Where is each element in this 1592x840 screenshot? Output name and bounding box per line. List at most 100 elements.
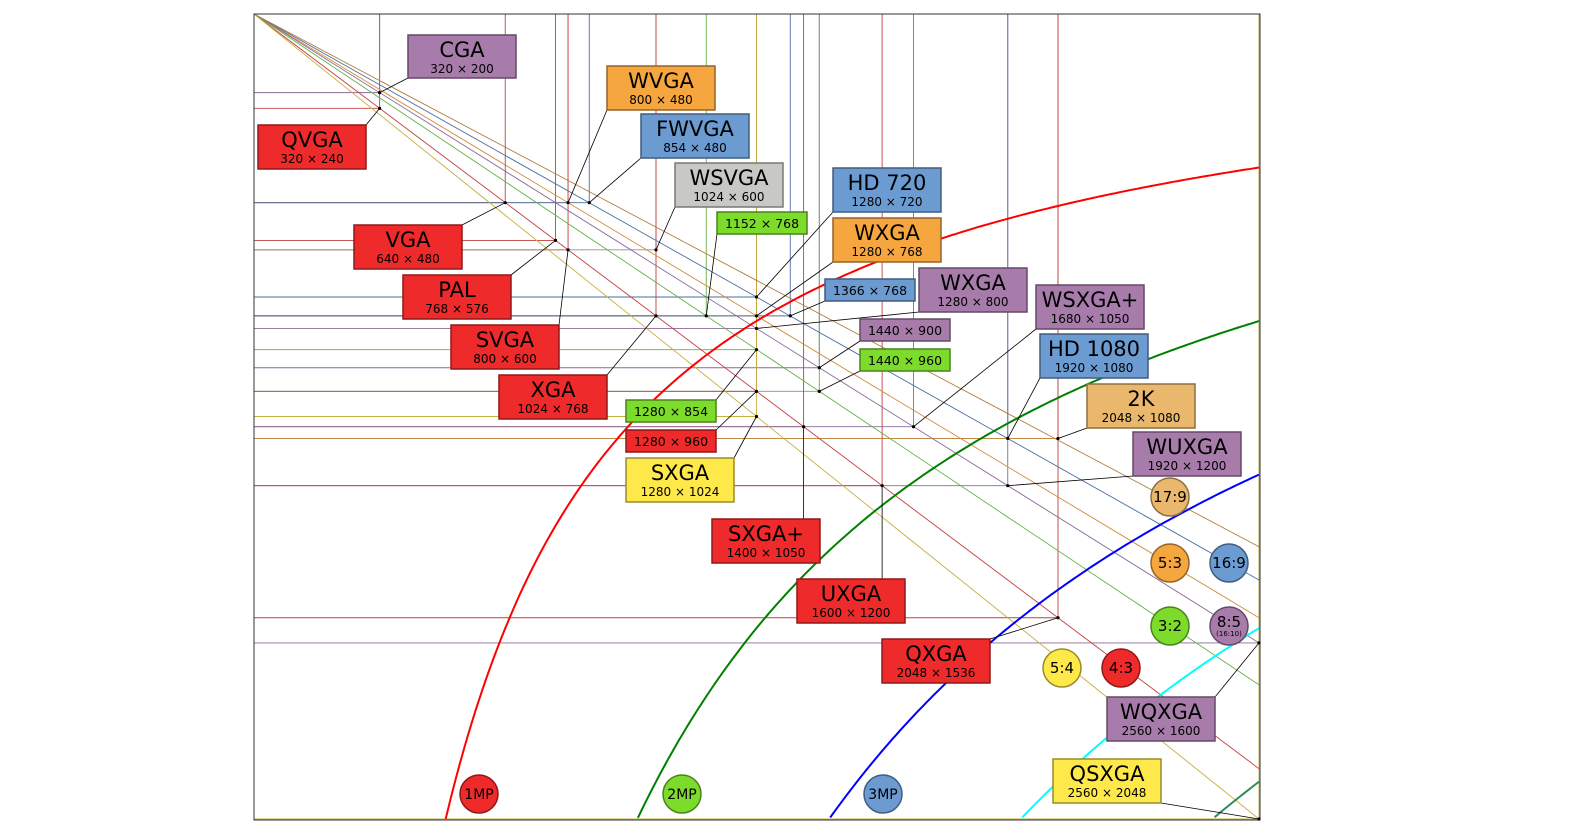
badge-mp2: 2MP bbox=[662, 774, 702, 814]
point-qsxga bbox=[1257, 817, 1261, 821]
label-title-wqxga: WQXGA bbox=[1120, 700, 1203, 724]
leader-wsxgaplus bbox=[913, 328, 1037, 428]
label-box-wuxga bbox=[1132, 431, 1242, 477]
megapixel-badges: 1MP 2MP 3MP bbox=[459, 774, 903, 814]
label-box-r1366 bbox=[824, 278, 916, 302]
aspect-ratio-badges: 17:9 5:3 16:9 3:2 8:5(16:10) 5:4 4:3 bbox=[1042, 477, 1249, 688]
badge-label-r4x3: 4:3 bbox=[1109, 659, 1133, 677]
curve-mp1 bbox=[444, 166, 1260, 820]
label-box-sxgaplus bbox=[711, 518, 821, 564]
badge-label-r17x9: 17:9 bbox=[1153, 488, 1187, 506]
label-title-wxga768: WXGA bbox=[854, 221, 920, 245]
label-size-hd1080: 1920 × 1080 bbox=[1055, 361, 1134, 375]
label-size-qsxga: 2560 × 2048 bbox=[1068, 786, 1147, 800]
leader-wuxga bbox=[1007, 475, 1134, 487]
point-wxga800 bbox=[754, 326, 759, 331]
badge-r17x9: 17:9 bbox=[1150, 477, 1190, 517]
label-title-svga: SVGA bbox=[476, 328, 535, 352]
point-xga bbox=[654, 314, 658, 318]
point-uxga bbox=[880, 484, 884, 488]
point-wsvga bbox=[654, 248, 658, 252]
label-box-wvga bbox=[606, 65, 716, 111]
label-title-wvga: WVGA bbox=[628, 69, 694, 93]
leader-wqxga bbox=[1214, 642, 1260, 698]
label-size-r1280x960: 1280 × 960 bbox=[634, 434, 708, 449]
label-box-r1280x854 bbox=[625, 399, 717, 423]
badge-label-r5x3: 5:3 bbox=[1158, 554, 1182, 572]
badge-circle-r17x9 bbox=[1150, 477, 1190, 517]
label-size-wxga800: 1280 × 800 bbox=[937, 295, 1008, 309]
leader-wxga800 bbox=[756, 311, 920, 329]
label-title-twok: 2K bbox=[1127, 387, 1155, 411]
badge-mp3: 3MP bbox=[863, 774, 903, 814]
label-box-svga bbox=[450, 324, 560, 370]
label-size-wvga: 800 × 480 bbox=[629, 93, 693, 107]
label-title-hd1080: HD 1080 bbox=[1048, 337, 1140, 361]
label-size-wuxga: 1920 × 1200 bbox=[1148, 459, 1227, 473]
badge-label-r3x2: 3:2 bbox=[1158, 617, 1182, 635]
label-size-sxga: 1280 × 1024 bbox=[641, 485, 720, 499]
label-size-twok: 2048 × 1080 bbox=[1102, 411, 1181, 425]
label-title-sxga: SXGA bbox=[651, 461, 710, 485]
point-qxga bbox=[1056, 616, 1060, 620]
label-size-pal: 768 × 576 bbox=[425, 302, 489, 316]
point-wvga bbox=[566, 201, 570, 205]
label-box-qvga bbox=[257, 124, 367, 170]
leader-qxga bbox=[989, 617, 1059, 640]
label-box-hd720 bbox=[832, 167, 942, 213]
leader-cga bbox=[379, 77, 409, 93]
label-r1152: 1152 × 768 bbox=[716, 211, 808, 235]
label-size-r1366: 1366 × 768 bbox=[833, 283, 907, 298]
point-r1366 bbox=[788, 314, 792, 318]
label-size-r1280x854: 1280 × 854 bbox=[634, 404, 708, 419]
badge-circle-r5x3 bbox=[1150, 543, 1190, 583]
label-box-fwvga bbox=[640, 113, 750, 159]
leader-hd1080 bbox=[1007, 377, 1041, 439]
point-wsxgaplus bbox=[911, 425, 916, 429]
leader-wsvga bbox=[655, 206, 676, 251]
leader-svga bbox=[558, 249, 569, 326]
label-size-svga: 800 × 600 bbox=[473, 352, 537, 366]
point-wxga768 bbox=[754, 314, 759, 318]
label-title-wuxga: WUXGA bbox=[1146, 435, 1228, 459]
label-box-r1280x960 bbox=[625, 429, 717, 453]
label-size-cga: 320 × 200 bbox=[430, 62, 494, 76]
label-title-xga: XGA bbox=[530, 378, 576, 402]
label-box-xga bbox=[498, 374, 608, 420]
label-size-qvga: 320 × 240 bbox=[280, 152, 344, 166]
leader-r1152 bbox=[705, 233, 718, 316]
leader-xga bbox=[606, 315, 657, 376]
label-title-qxga: QXGA bbox=[905, 642, 967, 666]
leader-r1280x854 bbox=[715, 349, 757, 401]
badge-circle-r4x3 bbox=[1101, 648, 1141, 688]
badge-r5x3: 5:3 bbox=[1150, 543, 1190, 583]
label-title-cga: CGA bbox=[439, 38, 485, 62]
point-cga bbox=[378, 91, 382, 95]
point-r1440x900 bbox=[817, 366, 821, 370]
label-title-wxga800: WXGA bbox=[940, 271, 1006, 295]
label-size-r1152: 1152 × 768 bbox=[725, 216, 799, 231]
badge-label-r5x4: 5:4 bbox=[1050, 659, 1074, 677]
leader-twok bbox=[1057, 427, 1088, 439]
leader-pal bbox=[510, 240, 556, 276]
leader-r1366 bbox=[790, 300, 826, 317]
badge-label-r16x9: 16:9 bbox=[1212, 554, 1246, 572]
label-size-wqxga: 2560 × 1600 bbox=[1122, 724, 1201, 738]
label-r1280x960: 1280 × 960 bbox=[625, 429, 717, 453]
point-hd720 bbox=[754, 295, 759, 299]
label-r1366: 1366 × 768 bbox=[824, 278, 916, 302]
badge-sub-r8x5: (16:10) bbox=[1216, 630, 1242, 638]
badge-circle-mp1 bbox=[459, 774, 499, 814]
curve-mp2 bbox=[637, 320, 1260, 819]
point-wqxga bbox=[1257, 641, 1261, 645]
point-svga bbox=[566, 248, 570, 252]
label-title-uxga: UXGA bbox=[821, 582, 882, 606]
